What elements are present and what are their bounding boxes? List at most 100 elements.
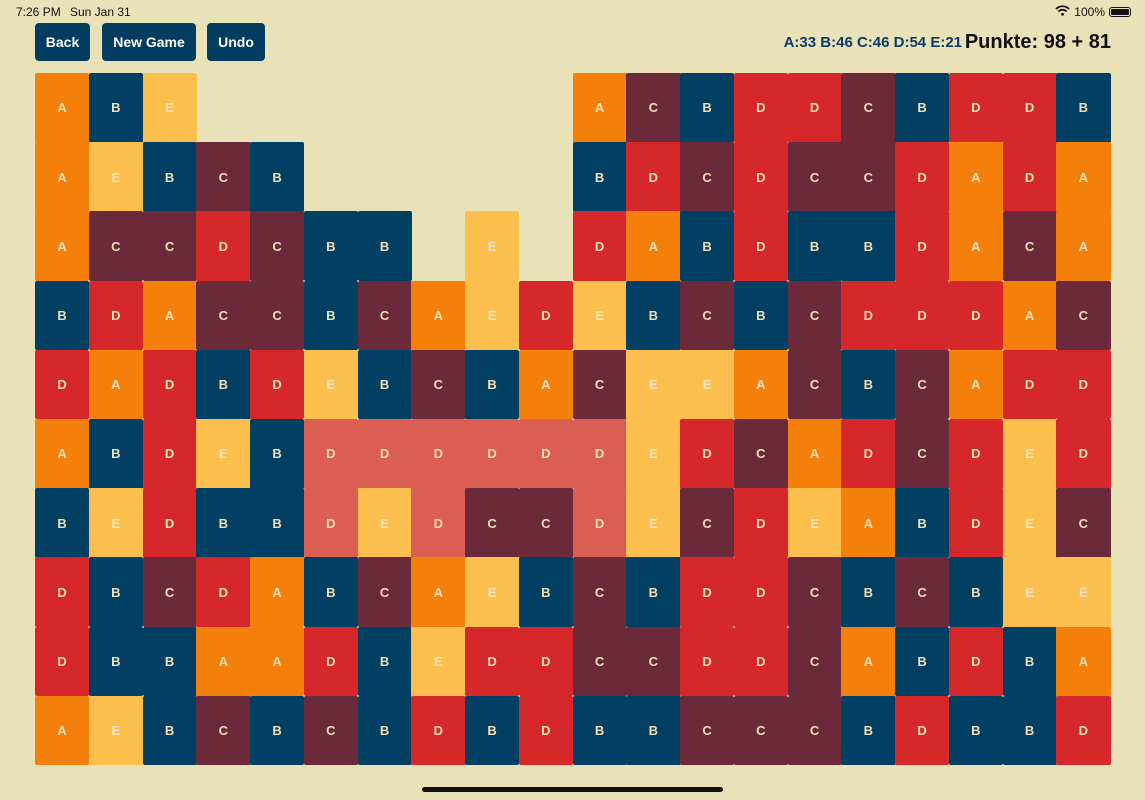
tile-b[interactable]: B	[1056, 73, 1111, 143]
tile-d[interactable]: D	[35, 349, 90, 420]
tile-b[interactable]: B	[88, 73, 143, 143]
tile-c[interactable]: C	[841, 142, 896, 212]
tile-d[interactable]: D	[1056, 419, 1111, 489]
tile-b[interactable]: B	[196, 349, 251, 420]
tile-d[interactable]: D	[518, 280, 573, 351]
tile-d[interactable]: D	[411, 695, 466, 766]
tile-d[interactable]: D	[1002, 349, 1057, 420]
tile-b[interactable]: B	[626, 695, 681, 766]
tile-c[interactable]: C	[787, 695, 842, 766]
tile-b[interactable]: B	[895, 488, 950, 558]
tile-b[interactable]: B	[357, 626, 412, 697]
tile-d[interactable]: D	[948, 488, 1003, 558]
tile-c[interactable]: C	[88, 211, 143, 282]
tile-d[interactable]: D	[733, 488, 788, 558]
tile-d[interactable]: D	[411, 488, 466, 558]
tile-b[interactable]: B	[841, 349, 896, 420]
tile-b[interactable]: B	[142, 695, 197, 766]
tile-b[interactable]: B	[572, 142, 627, 212]
tile-c[interactable]: C	[626, 626, 681, 697]
tile-c[interactable]: C	[787, 280, 842, 351]
tile-c[interactable]: C	[787, 557, 842, 628]
tile-c[interactable]: C	[142, 211, 197, 282]
tile-a[interactable]: A	[948, 349, 1003, 420]
tile-b[interactable]: B	[357, 695, 412, 766]
tile-b[interactable]: B	[1002, 695, 1057, 766]
tile-a[interactable]: A	[35, 695, 90, 766]
tile-c[interactable]: C	[1056, 488, 1111, 558]
tile-b[interactable]: B	[303, 280, 358, 351]
tile-d[interactable]: D	[680, 626, 735, 697]
tile-c[interactable]: C	[680, 142, 735, 212]
tile-c[interactable]: C	[626, 73, 681, 143]
tile-d[interactable]: D	[196, 211, 251, 282]
tile-a[interactable]: A	[1056, 626, 1111, 697]
tile-a[interactable]: A	[841, 626, 896, 697]
tile-c[interactable]: C	[518, 488, 573, 558]
tile-b[interactable]: B	[357, 211, 412, 282]
tile-b[interactable]: B	[35, 488, 90, 558]
tile-b[interactable]: B	[787, 211, 842, 282]
tile-d[interactable]: D	[733, 142, 788, 212]
tile-b[interactable]: B	[142, 626, 197, 697]
tile-b[interactable]: B	[88, 419, 143, 489]
tile-d[interactable]: D	[35, 557, 90, 628]
tile-b[interactable]: B	[948, 557, 1003, 628]
tile-a[interactable]: A	[787, 419, 842, 489]
tile-d[interactable]: D	[895, 211, 950, 282]
tile-b[interactable]: B	[250, 419, 305, 489]
tile-d[interactable]: D	[465, 626, 520, 697]
tile-b[interactable]: B	[465, 349, 520, 420]
tile-e[interactable]: E	[465, 557, 520, 628]
tile-a[interactable]: A	[572, 73, 627, 143]
tile-b[interactable]: B	[626, 557, 681, 628]
tile-c[interactable]: C	[357, 557, 412, 628]
tile-e[interactable]: E	[465, 280, 520, 351]
tile-c[interactable]: C	[680, 695, 735, 766]
tile-d[interactable]: D	[35, 626, 90, 697]
tile-a[interactable]: A	[948, 211, 1003, 282]
tile-d[interactable]: D	[1002, 142, 1057, 212]
tile-a[interactable]: A	[250, 557, 305, 628]
tile-d[interactable]: D	[626, 142, 681, 212]
tile-b[interactable]: B	[35, 280, 90, 351]
tile-b[interactable]: B	[841, 557, 896, 628]
tile-e[interactable]: E	[1002, 488, 1057, 558]
tile-e[interactable]: E	[142, 73, 197, 143]
tile-a[interactable]: A	[35, 142, 90, 212]
tile-b[interactable]: B	[303, 557, 358, 628]
tile-e[interactable]: E	[303, 349, 358, 420]
tile-d[interactable]: D	[948, 626, 1003, 697]
tile-d[interactable]: D	[948, 419, 1003, 489]
tile-b[interactable]: B	[1002, 626, 1057, 697]
tile-d[interactable]: D	[841, 280, 896, 351]
tile-e[interactable]: E	[1002, 419, 1057, 489]
tile-b[interactable]: B	[841, 211, 896, 282]
tile-b[interactable]: B	[572, 695, 627, 766]
tile-e[interactable]: E	[626, 349, 681, 420]
tile-e[interactable]: E	[196, 419, 251, 489]
tile-c[interactable]: C	[895, 557, 950, 628]
tile-a[interactable]: A	[250, 626, 305, 697]
tile-e[interactable]: E	[411, 626, 466, 697]
tile-d[interactable]: D	[680, 419, 735, 489]
tile-a[interactable]: A	[1002, 280, 1057, 351]
tile-b[interactable]: B	[948, 695, 1003, 766]
tile-d[interactable]: D	[733, 211, 788, 282]
tile-d[interactable]: D	[572, 211, 627, 282]
tile-d[interactable]: D	[572, 488, 627, 558]
tile-e[interactable]: E	[88, 695, 143, 766]
tile-d[interactable]: D	[948, 280, 1003, 351]
tile-b[interactable]: B	[680, 211, 735, 282]
tile-a[interactable]: A	[88, 349, 143, 420]
tile-d[interactable]: D	[88, 280, 143, 351]
tile-c[interactable]: C	[357, 280, 412, 351]
tile-d[interactable]: D	[895, 695, 950, 766]
tile-c[interactable]: C	[303, 695, 358, 766]
tile-d[interactable]: D	[1056, 695, 1111, 766]
tile-b[interactable]: B	[518, 557, 573, 628]
tile-a[interactable]: A	[35, 73, 90, 143]
tile-b[interactable]: B	[895, 626, 950, 697]
tile-a[interactable]: A	[1056, 142, 1111, 212]
tile-e[interactable]: E	[88, 142, 143, 212]
